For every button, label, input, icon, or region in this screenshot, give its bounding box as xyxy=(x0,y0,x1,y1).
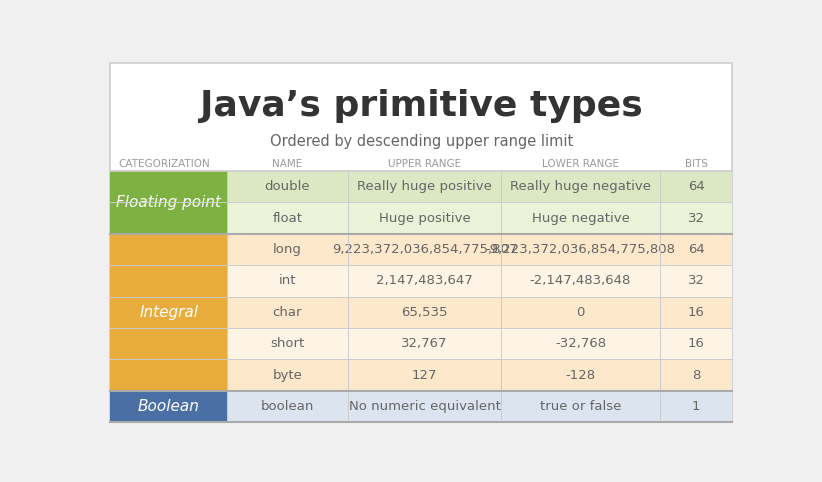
Text: -9,223,372,036,854,775,808: -9,223,372,036,854,775,808 xyxy=(486,243,676,256)
Text: 0: 0 xyxy=(576,306,584,319)
Text: CATEGORIZATION: CATEGORIZATION xyxy=(118,159,210,169)
Text: true or false: true or false xyxy=(540,400,621,413)
Text: Integral: Integral xyxy=(139,305,198,320)
Text: -2,147,483,648: -2,147,483,648 xyxy=(530,274,631,287)
Text: 64: 64 xyxy=(688,243,704,256)
FancyBboxPatch shape xyxy=(110,234,227,391)
Text: 64: 64 xyxy=(688,180,704,193)
Text: LOWER RANGE: LOWER RANGE xyxy=(542,159,619,169)
FancyBboxPatch shape xyxy=(110,391,227,422)
Text: boolean: boolean xyxy=(261,400,314,413)
Text: Really huge positive: Really huge positive xyxy=(357,180,492,193)
Text: Really huge negative: Really huge negative xyxy=(510,180,651,193)
Text: float: float xyxy=(273,212,302,225)
Text: NAME: NAME xyxy=(272,159,302,169)
Text: int: int xyxy=(279,274,296,287)
Text: 16: 16 xyxy=(688,337,704,350)
Text: -128: -128 xyxy=(566,369,596,382)
Text: Huge positive: Huge positive xyxy=(379,212,470,225)
Text: byte: byte xyxy=(273,369,302,382)
FancyBboxPatch shape xyxy=(227,391,732,422)
FancyBboxPatch shape xyxy=(227,171,732,202)
Text: long: long xyxy=(273,243,302,256)
FancyBboxPatch shape xyxy=(227,360,732,391)
Text: UPPER RANGE: UPPER RANGE xyxy=(388,159,461,169)
Text: Huge negative: Huge negative xyxy=(532,212,630,225)
FancyBboxPatch shape xyxy=(227,265,732,296)
FancyBboxPatch shape xyxy=(227,328,732,360)
Text: 32: 32 xyxy=(688,274,704,287)
Text: No numeric equivalent: No numeric equivalent xyxy=(349,400,501,413)
FancyBboxPatch shape xyxy=(227,296,732,328)
Text: 1: 1 xyxy=(692,400,700,413)
Text: double: double xyxy=(265,180,311,193)
Text: Java’s primitive types: Java’s primitive types xyxy=(200,89,643,123)
Text: Ordered by descending upper range limit: Ordered by descending upper range limit xyxy=(270,134,573,149)
Text: short: short xyxy=(270,337,305,350)
Text: BITS: BITS xyxy=(685,159,708,169)
Text: 127: 127 xyxy=(412,369,437,382)
FancyBboxPatch shape xyxy=(110,171,227,234)
Text: 65,535: 65,535 xyxy=(401,306,448,319)
Text: 32,767: 32,767 xyxy=(401,337,448,350)
Text: 32: 32 xyxy=(688,212,704,225)
Text: 2,147,483,647: 2,147,483,647 xyxy=(376,274,473,287)
FancyBboxPatch shape xyxy=(227,234,732,265)
Text: 8: 8 xyxy=(692,369,700,382)
Text: Boolean: Boolean xyxy=(138,399,200,414)
Text: char: char xyxy=(273,306,302,319)
FancyBboxPatch shape xyxy=(227,202,732,234)
Text: -32,768: -32,768 xyxy=(555,337,606,350)
FancyBboxPatch shape xyxy=(110,64,732,422)
Text: Floating point: Floating point xyxy=(116,195,221,210)
Text: 16: 16 xyxy=(688,306,704,319)
Text: 9,223,372,036,854,775,807: 9,223,372,036,854,775,807 xyxy=(332,243,517,256)
